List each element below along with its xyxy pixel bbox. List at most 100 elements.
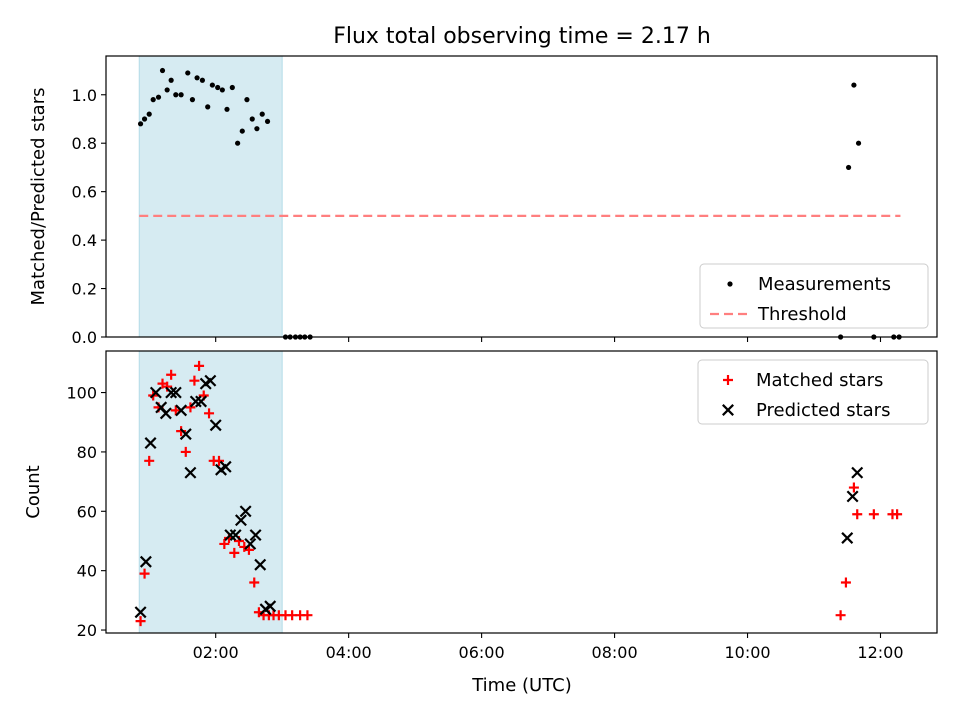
bottom-series-1-point — [219, 460, 232, 473]
bottom-series-0-point — [194, 360, 205, 371]
top-axes-frame — [105, 55, 938, 338]
bottom-series-1-point — [149, 386, 162, 399]
top-series-0-point — [137, 121, 144, 127]
top-series-0-point — [845, 164, 852, 171]
top-legend-label: Measurements — [758, 274, 891, 295]
top-series-0-point — [194, 75, 200, 81]
top-y-tick-label: 0.8 — [72, 134, 97, 153]
top-series-0-point — [173, 92, 179, 98]
bottom-series-1-point — [229, 529, 242, 542]
bottom-series-1-point — [209, 419, 222, 432]
bottom-y-tick-label: 100 — [66, 384, 97, 403]
top-series-0-point — [141, 116, 148, 122]
bottom-panel: 20 40 60 80 100 02:00 04:00 06:00 08:00 10:00 12:0… — [23, 350, 938, 662]
bottom-y-tick-label: 60 — [77, 502, 97, 521]
bottom-series-1-point — [179, 428, 192, 441]
top-series-0-point — [199, 77, 205, 83]
top-series-0-point — [205, 104, 211, 110]
bottom-legend-swatch — [722, 404, 734, 416]
bottom-series-0-point — [852, 509, 863, 520]
bottom-series-0-point — [144, 455, 155, 466]
bottom-series-0-point — [840, 577, 851, 588]
top-series-0-point — [215, 84, 221, 91]
bottom-series-1-point — [175, 404, 188, 417]
bottom-series-1-point — [851, 466, 864, 479]
bottom-series-0-point — [229, 547, 240, 558]
bottom-series-1-point — [139, 555, 152, 568]
bottom-series-1-point — [846, 490, 859, 503]
bottom-series-0-point — [214, 455, 225, 466]
top-series-0-point — [219, 87, 225, 93]
bottom-legend: Matched stars Predicted stars — [697, 359, 929, 425]
bottom-series-1-point — [195, 395, 208, 408]
bottom-y-tick-label: 40 — [77, 562, 97, 581]
bottom-legend-label: Predicted stars — [756, 400, 890, 421]
top-series-0-point — [155, 94, 162, 100]
bottom-series-1-point — [159, 407, 172, 420]
x-axis-label: Time (UTC) — [471, 675, 572, 696]
bottom-series-0-point — [868, 509, 879, 520]
top-legend: Measurements Threshold — [699, 263, 929, 329]
chart-title: Flux total observing time = 2.17 h — [333, 24, 711, 49]
top-y-tick-label: 1.0 — [72, 86, 97, 105]
bottom-series-1-point — [244, 537, 257, 550]
top-series-0-point — [185, 70, 191, 76]
top-y-tick-label: 0.2 — [72, 280, 97, 299]
bottom-series-1-point — [239, 505, 252, 518]
bottom-series-1-point — [169, 386, 182, 399]
top-series-0-point — [254, 126, 260, 132]
bottom-series-0-point — [848, 482, 859, 493]
bottom-series-0-point — [180, 446, 191, 457]
x-tick-label: 10:00 — [724, 643, 770, 662]
top-series-0-point — [235, 140, 241, 146]
top-legend-label: Threshold — [757, 304, 847, 325]
bottom-series-1-point — [249, 529, 262, 542]
top-series-0-point — [164, 87, 170, 93]
top-series-0-point — [855, 140, 862, 146]
top-series-0-point — [259, 111, 265, 117]
bottom-y-axis-label: Count — [23, 465, 44, 518]
bottom-series-1-point — [144, 437, 157, 449]
top-series-0-point — [189, 97, 196, 103]
bottom-series-1-point — [841, 532, 854, 544]
top-panel: 0.0 0.2 0.4 0.6 0.8 1.0 Matched/Predicted star… — [28, 55, 938, 347]
top-y-tick-label: 0.6 — [72, 183, 97, 202]
x-tick-label: 06:00 — [459, 643, 505, 662]
bottom-highlight-span — [138, 350, 283, 634]
bottom-series-0-point — [249, 577, 260, 588]
top-y-tick-label: 0.4 — [72, 231, 97, 250]
bottom-legend-swatch — [723, 375, 733, 385]
bottom-series-1-point — [134, 606, 147, 619]
top-series-0-point — [851, 82, 857, 88]
bottom-series-0-point — [204, 408, 215, 419]
top-y-axis-label: Matched/Predicted stars — [28, 88, 49, 306]
bottom-series-0-point — [892, 509, 903, 520]
top-series-0-point — [146, 111, 152, 117]
top-series-0-point — [224, 106, 230, 112]
bottom-series-0-point — [139, 568, 150, 579]
bottom-axes-frame — [105, 350, 938, 634]
top-series-0-point — [239, 128, 245, 134]
bottom-series-1-point — [234, 514, 247, 527]
bottom-series-1-point — [184, 466, 197, 479]
bottom-series-0-point — [835, 610, 846, 621]
top-series-0-point — [150, 97, 156, 103]
bottom-series-1-point — [224, 529, 237, 542]
bottom-legend-label: Matched stars — [756, 370, 883, 391]
top-series-0-point — [209, 82, 215, 88]
bottom-series-0-point — [170, 405, 181, 416]
bottom-series-0-point — [302, 610, 313, 621]
bottom-series-0-point — [185, 402, 196, 413]
bottom-legend-box — [697, 359, 929, 425]
top-series-0-point — [178, 92, 184, 98]
bottom-y-tick-label: 20 — [77, 621, 97, 640]
bottom-series-1-point — [204, 374, 217, 387]
x-tick-label: 08:00 — [592, 643, 638, 662]
top-series-0-point — [264, 118, 271, 125]
bottom-series-0-point — [219, 538, 230, 549]
top-series-0-point — [229, 84, 235, 91]
top-highlight-span — [138, 55, 283, 338]
bottom-series-0-point — [166, 369, 177, 380]
bottom-series-1-point — [165, 386, 178, 399]
